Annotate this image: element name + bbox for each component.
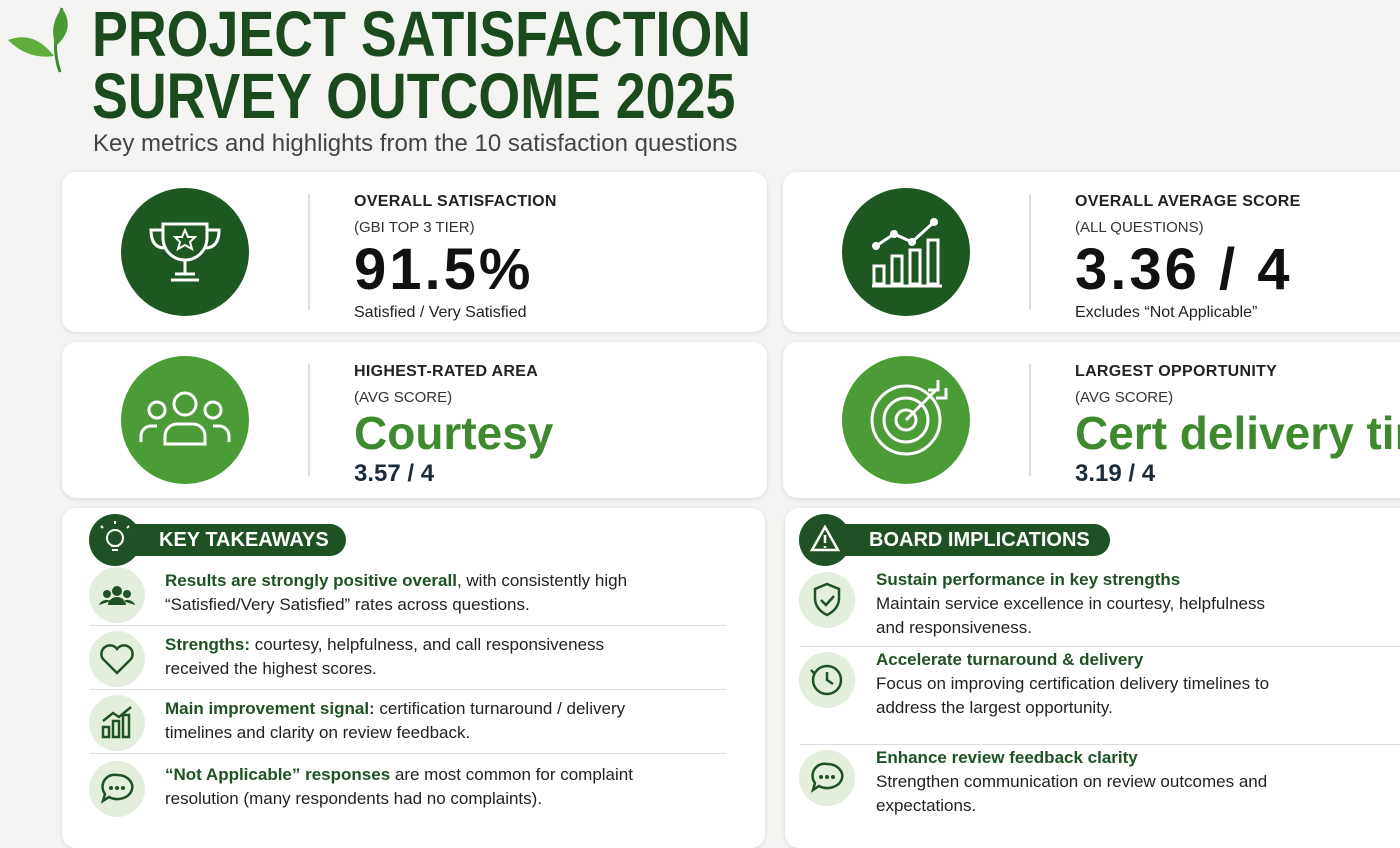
takeaway-bold: Main improvement signal: bbox=[165, 699, 375, 718]
metric-value: 91.5% bbox=[354, 237, 534, 302]
metric-note: 3.19 / 4 bbox=[1075, 460, 1156, 487]
leaf-logo bbox=[8, 7, 68, 73]
metric-note: Satisfied / Very Satisfied bbox=[354, 304, 527, 321]
subtitle: Key metrics and highlights from the 10 s… bbox=[93, 130, 738, 157]
takeaway-text: Main improvement signal: certification t… bbox=[165, 697, 665, 745]
title: SURVEY OUTCOME 2025 bbox=[92, 60, 736, 132]
metric-sublabel: (AVG SCORE) bbox=[1075, 389, 1174, 406]
takeaway-bold: “Not Applicable” responses bbox=[165, 765, 391, 784]
metric-sublabel: (GBI TOP 3 TIER) bbox=[354, 219, 475, 236]
board-icon bbox=[799, 572, 855, 628]
divider bbox=[1029, 364, 1031, 476]
takeaway-bold: Strengths: bbox=[165, 635, 250, 654]
board-item-title: Accelerate turnaround & delivery bbox=[876, 650, 1144, 669]
bulb-icon bbox=[89, 514, 141, 566]
board-item-text: Maintain service excellence in courtesy,… bbox=[876, 594, 1265, 637]
warning-icon bbox=[799, 514, 851, 566]
metric-icon bbox=[842, 356, 970, 484]
divider bbox=[308, 194, 310, 310]
metric-sublabel: (ALL QUESTIONS) bbox=[1075, 219, 1204, 236]
separator bbox=[90, 753, 726, 754]
metric-value: Courtesy bbox=[354, 407, 554, 459]
takeaways-panel bbox=[62, 508, 765, 848]
takeaways-title: KEY TAKEAWAYS bbox=[115, 524, 346, 556]
metric-icon bbox=[121, 188, 249, 316]
metric-icon bbox=[842, 188, 970, 316]
metric-label: LARGEST OPPORTUNITY bbox=[1075, 363, 1278, 380]
board-icon bbox=[799, 750, 855, 806]
separator bbox=[90, 689, 726, 690]
metric-icon bbox=[121, 356, 249, 484]
page: PROJECT SATISFACTION SURVEY OUTCOME 2025… bbox=[8, 0, 1400, 848]
board-icon bbox=[799, 652, 855, 708]
takeaway-rest: , with consistently high “Satisfied/Very… bbox=[165, 571, 628, 614]
takeaway-rest: certification turnaround / delivery time… bbox=[165, 699, 626, 742]
divider bbox=[1029, 194, 1031, 310]
metric-value: Cert delivery time bbox=[1075, 407, 1400, 459]
board-item-title: Sustain performance in key strengths bbox=[876, 570, 1181, 589]
takeaway-text: “Not Applicable” responses are most comm… bbox=[165, 763, 665, 811]
board-item-text: Focus on improving certification deliver… bbox=[876, 674, 1270, 717]
title: PROJECT SATISFACTION bbox=[92, 0, 752, 70]
separator bbox=[800, 646, 1400, 647]
metric-value: 3.36 / 4 bbox=[1075, 237, 1293, 302]
takeaway-bold: Results are strongly positive overall bbox=[165, 571, 457, 590]
board-item-text: Strengthen communication on review outco… bbox=[876, 772, 1268, 815]
takeaway-rest: courtesy, helpfulness, and call responsi… bbox=[165, 635, 605, 678]
board-item-title: Enhance review feedback clarity bbox=[876, 748, 1138, 767]
board-title: BOARD IMPLICATIONS bbox=[825, 524, 1110, 556]
takeaway-text: Strengths: courtesy, helpfulness, and ca… bbox=[165, 633, 665, 681]
takeaway-icon bbox=[89, 567, 145, 623]
metric-note: Excludes “Not Applicable” bbox=[1075, 304, 1258, 321]
metric-sublabel: (AVG SCORE) bbox=[354, 389, 453, 406]
board-panel bbox=[785, 508, 1400, 848]
takeaway-text: Results are strongly positive overall, w… bbox=[165, 569, 665, 617]
takeaway-rest: are most common for complaint resolution… bbox=[165, 765, 633, 808]
metric-note: 3.57 / 4 bbox=[354, 460, 435, 487]
metric-label: OVERALL AVERAGE SCORE bbox=[1075, 193, 1301, 210]
metric-label: HIGHEST-RATED AREA bbox=[354, 363, 539, 380]
separator bbox=[800, 744, 1400, 745]
divider bbox=[308, 364, 310, 476]
takeaway-icon bbox=[89, 695, 145, 751]
takeaway-icon bbox=[89, 631, 145, 687]
separator bbox=[90, 625, 726, 626]
metric-label: OVERALL SATISFACTION bbox=[354, 193, 557, 210]
takeaway-icon bbox=[89, 761, 145, 817]
